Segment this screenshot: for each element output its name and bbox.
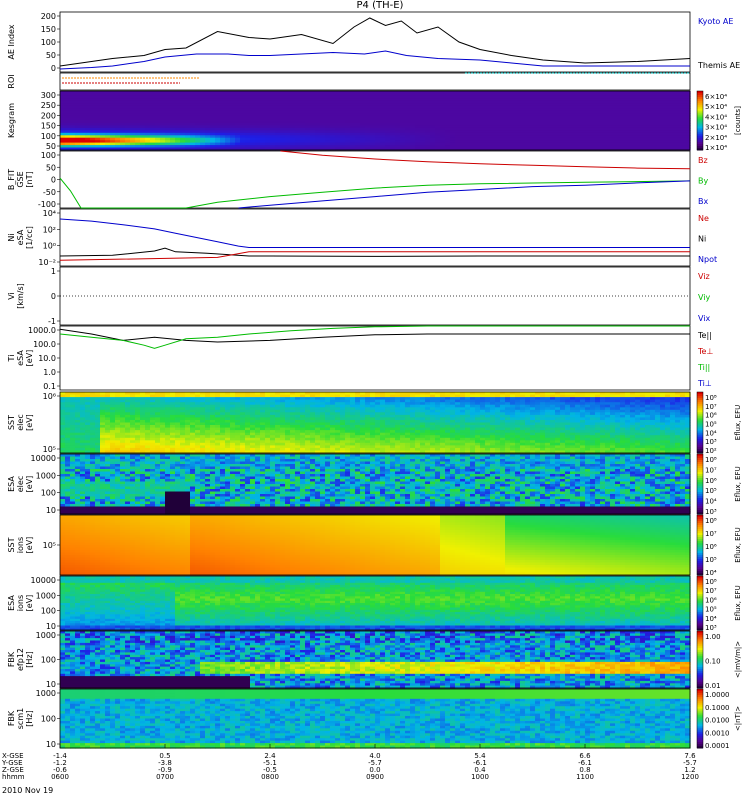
- legend-label: Vix: [698, 314, 711, 323]
- y-tick-label: 150: [41, 25, 56, 34]
- y-axis-label: B_FIT: [7, 169, 16, 190]
- legend-label: Bz: [698, 156, 708, 165]
- y-axis-label: [eV]: [25, 350, 34, 367]
- y-tick-label: 10⁻²: [38, 258, 56, 267]
- legend-label: Viz: [698, 272, 710, 281]
- legend-label: Ni: [698, 235, 706, 244]
- y-tick-label: 100: [41, 151, 56, 160]
- panel-frame: [60, 73, 690, 90]
- panel-frame: [60, 151, 690, 208]
- legend-label: Ti⊥: [697, 379, 712, 388]
- y-tick-label: 300: [41, 91, 56, 100]
- colorbar-tick-label: 2×10⁴: [705, 134, 727, 142]
- colorbar: 6×10⁴ 5×10⁴ 4×10⁴ 3×10⁴ 2×10⁴ 1×10⁴ [counts]: [697, 91, 742, 152]
- y-axis-label: eSA: [16, 229, 25, 245]
- panel-bfit: 100 50 0 -50 -100 B_FIT GSE [nT] Bz By Bx: [7, 151, 708, 209]
- y-tick-label: 250: [41, 101, 56, 110]
- y-tick-label: 0: [51, 176, 56, 185]
- y-tick-label: 100: [41, 132, 56, 141]
- y-tick-label: 100: [41, 38, 56, 47]
- y-tick-label: 10.0: [38, 354, 56, 363]
- panel-sst_e: 10⁶10⁵SST elec [eV]10⁸10⁷10⁶10⁵10⁴10³10²Ef…: [7, 392, 742, 455]
- panel-ni: 10⁴10²10⁰10⁻²Ni eSA [1/cc]NeNiNpot: [7, 209, 717, 267]
- panel-ae: 200 150 100 50 0 AE Index Kyoto AE Themis AE: [7, 12, 740, 73]
- y-tick-label: -50: [43, 188, 56, 197]
- y-axis-label: Ni: [7, 233, 16, 241]
- y-tick-label: 150: [41, 122, 56, 131]
- legend-label: Themis AE: [697, 61, 740, 70]
- y-axis-label: ROI: [7, 74, 16, 88]
- legend-label: By: [698, 177, 708, 186]
- y-axis-label: eSA: [16, 350, 25, 366]
- y-tick-label: 0: [51, 64, 56, 73]
- y-tick-label: 50: [46, 142, 56, 151]
- panel-frame: [60, 326, 690, 390]
- y-axis-label: [1/cc]: [25, 226, 34, 249]
- colorbar-tick-label: 1×10⁴: [705, 144, 727, 152]
- y-tick-label: 0.1: [43, 382, 56, 391]
- colorbar-tick-label: 6×10⁴: [705, 93, 727, 101]
- y-tick-label: 200: [41, 111, 56, 120]
- y-tick-label: 1000.0: [28, 326, 56, 335]
- colorbar-tick-label: 5×10⁴: [705, 103, 727, 111]
- y-axis-label: [km/s]: [16, 283, 25, 309]
- y-tick-label: 10⁴: [43, 209, 56, 218]
- y-tick-label: 50: [46, 163, 56, 172]
- y-tick-label: 10²: [43, 225, 56, 234]
- y-tick-label: 200: [41, 12, 56, 21]
- legend-label: Te⊥: [697, 347, 713, 356]
- y-tick-label: -100: [38, 200, 56, 209]
- y-tick-label: 10⁰: [43, 242, 56, 251]
- legend-label: Ti||: [697, 363, 710, 372]
- y-axis-label: Ti: [7, 355, 16, 363]
- colorbar-tick-label: 4×10⁴: [705, 113, 727, 121]
- y-tick-label: 100.0: [33, 340, 56, 349]
- y-axis-label: Kesgram: [7, 103, 16, 138]
- legend-label: Te||: [697, 331, 712, 340]
- y-tick-label: 1.0: [43, 368, 56, 377]
- colorbar-tick-label: 3×10⁴: [705, 124, 727, 132]
- y-tick-label: 50: [46, 51, 56, 60]
- legend-label: Kyoto AE: [698, 17, 733, 26]
- legend-label: Npot: [698, 255, 717, 264]
- y-tick-label: 0: [51, 292, 56, 301]
- y-axis-label: Vi: [7, 292, 16, 300]
- legend-label: Bx: [698, 197, 708, 206]
- colorbar-label: [counts]: [734, 106, 742, 135]
- panel-frame: [60, 209, 690, 266]
- y-axis-label: AE Index: [7, 24, 16, 59]
- panel-vi: 1 0 -1 Vi [km/s] Viz Viy Vix: [7, 267, 711, 326]
- legend-label: Viy: [698, 293, 711, 302]
- y-tick-label: 1: [51, 267, 56, 276]
- y-tick-label: -1: [48, 317, 56, 326]
- panel-roi: ROI: [7, 73, 690, 90]
- legend-label: Ne: [698, 214, 709, 223]
- y-axis-label: GSE: [16, 171, 25, 187]
- y-axis-label: [nT]: [25, 171, 34, 187]
